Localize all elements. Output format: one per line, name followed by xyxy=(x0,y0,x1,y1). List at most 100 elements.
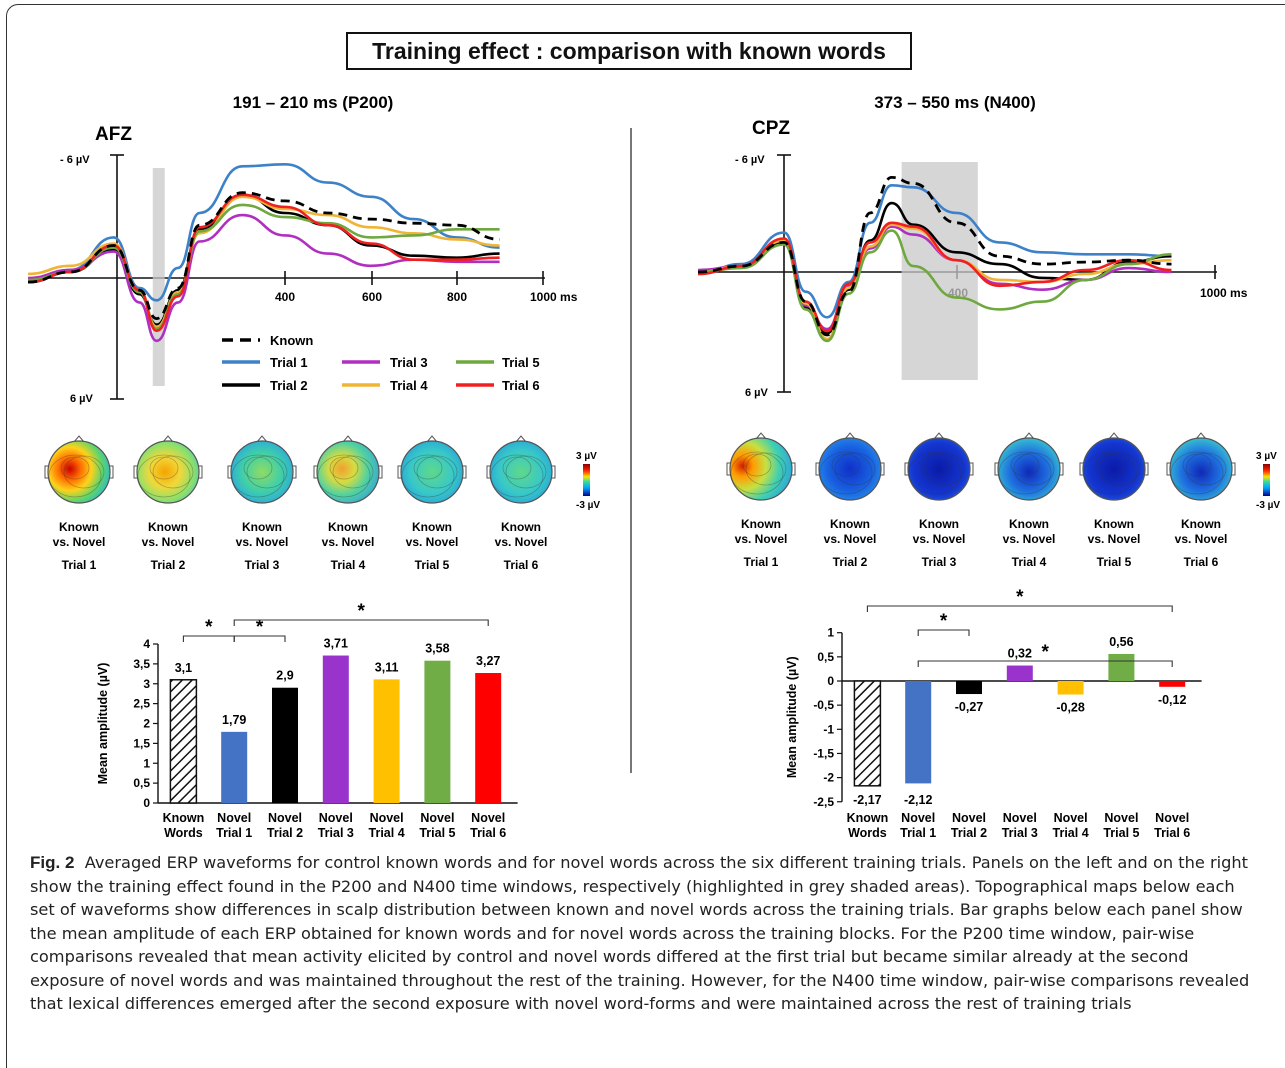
erp-line-trial-1 xyxy=(697,184,1172,319)
bar-category-label: Novel xyxy=(1104,811,1138,825)
topomap-label-line1: Known xyxy=(242,520,282,534)
topomap-label-line2: vs. Novel xyxy=(913,532,966,546)
topomap-1 xyxy=(44,435,114,504)
bar-y-tick-label: 3,5 xyxy=(133,657,150,671)
bar-novel-trial-3 xyxy=(1006,665,1033,681)
significance-star: * xyxy=(940,611,948,632)
right-x-tick-1000: 1000 ms xyxy=(1200,286,1248,300)
bar-category-label: Novel xyxy=(952,811,986,825)
bar-novel-trial-1 xyxy=(905,681,932,784)
bar-category-label: Trial 2 xyxy=(267,826,303,840)
topomap-trial-label: Trial 3 xyxy=(922,555,957,569)
topomap-label-line1: Known xyxy=(1181,517,1221,531)
bar-category-label: Words xyxy=(848,826,887,840)
bar-category-label: Trial 4 xyxy=(1053,826,1089,840)
bar-category-label: Novel xyxy=(1003,811,1037,825)
left-window-label: 191 – 210 ms (P200) xyxy=(233,93,394,112)
bar-value-label: 3,1 xyxy=(175,661,192,675)
topomap-5 xyxy=(1079,432,1149,501)
topomap-2 xyxy=(815,432,885,501)
topomap-2 xyxy=(133,435,203,504)
bar-value-label: 3,58 xyxy=(425,642,449,656)
erp-line-known xyxy=(697,176,1172,337)
significance-star: * xyxy=(205,617,213,638)
bar-y-tick-label: 0,5 xyxy=(817,650,834,664)
legend-trial3-label: Trial 3 xyxy=(390,355,428,370)
erp-line-known xyxy=(27,191,500,320)
bar-category-label: Novel xyxy=(1155,811,1189,825)
bar-y-tick-label: 0 xyxy=(143,796,150,810)
bar-category-label: Trial 4 xyxy=(369,826,405,840)
left-x-tick-1000: 1000 ms xyxy=(530,290,578,304)
caption-text: Averaged ERP waveforms for control known… xyxy=(30,853,1250,1013)
left-bar-chart: 0 0,5 1 1,5 2 2,5 3 3,5 4 Mean amplitude (µV) 3,1 K… xyxy=(96,601,518,840)
topomap-4 xyxy=(994,432,1064,501)
topomap-label-line1: Known xyxy=(919,517,959,531)
legend-known-label: Known xyxy=(270,333,313,348)
bar-novel-trial-4 xyxy=(373,679,400,803)
topomap-trial-label: Trial 4 xyxy=(1012,555,1047,569)
bar-value-label: 3,71 xyxy=(324,637,348,651)
topomap-label-line2: vs. Novel xyxy=(1003,532,1056,546)
bar-y-tick-label: 2 xyxy=(143,717,150,731)
bar-novel-trial-6 xyxy=(1159,681,1186,687)
topomap-trial-label: Trial 1 xyxy=(62,558,97,572)
bar-y-tick-label: 1 xyxy=(827,626,834,640)
figure-canvas: 191 – 210 ms (P200) AFZ - 6 µV 6 µV 400 … xyxy=(27,93,1280,840)
topomap-6 xyxy=(1166,432,1236,501)
legend-trial1-label: Trial 1 xyxy=(270,355,308,370)
bar-novel-trial-6 xyxy=(475,673,502,803)
topomap-label-line1: Known xyxy=(1094,517,1134,531)
topomap-label-line1: Known xyxy=(412,520,452,534)
bar-known-words xyxy=(169,679,198,804)
bar-novel-trial-3 xyxy=(322,655,349,803)
topomap-label-line2: vs. Novel xyxy=(53,535,106,549)
bar-category-label: Novel xyxy=(268,811,302,825)
topomap-trial-label: Trial 6 xyxy=(504,558,539,572)
legend-trial2-label: Trial 2 xyxy=(270,378,308,393)
bar-category-label: Novel xyxy=(370,811,404,825)
left-x-tick-800: 800 xyxy=(447,290,467,304)
topomap-label-line1: Known xyxy=(328,520,368,534)
bar-category-label: Trial 6 xyxy=(1154,826,1190,840)
left-erp-axes xyxy=(28,154,545,400)
topomap-label-line2: vs. Novel xyxy=(322,535,375,549)
bar-category-label: Trial 1 xyxy=(216,826,252,840)
topomap-trial-label: Trial 6 xyxy=(1184,555,1219,569)
bar-category-label: Novel xyxy=(319,811,353,825)
topomap-label-line1: Known xyxy=(59,520,99,534)
bar-y-tick-label: 3 xyxy=(143,677,150,691)
bar-y-tick-label: 2,5 xyxy=(133,697,150,711)
topomap-3 xyxy=(227,435,297,504)
topomap-trial-label: Trial 5 xyxy=(415,558,450,572)
left-y-top-label: - 6 µV xyxy=(60,154,90,166)
left-color-scale: 3 µV -3 µV xyxy=(576,451,600,511)
right-electrode-label: CPZ xyxy=(752,118,790,139)
topomap-label-line2: vs. Novel xyxy=(1175,532,1228,546)
erp-line-trial-5 xyxy=(27,203,500,331)
bar-category-label: Novel xyxy=(420,811,454,825)
bar-value-label: -2,12 xyxy=(904,793,933,807)
topomap-trial-label: Trial 2 xyxy=(151,558,186,572)
right-bar-chart: -2,5 -2 -1,5 -1 -0,5 0 0,5 1 Mean amplitude (µV)… xyxy=(785,587,1202,840)
bar-category-label: Trial 5 xyxy=(419,826,455,840)
figure-title: Training effect : comparison with known … xyxy=(346,32,912,70)
erp-legend: Known Trial 1 Trial 2 Trial 3 Trial 4 Tr… xyxy=(222,333,540,393)
topomap-1 xyxy=(726,432,796,501)
bar-y-tick-label: -2,5 xyxy=(813,795,834,809)
right-erp-plot xyxy=(697,162,1172,380)
topomap-3 xyxy=(904,432,974,501)
bar-category-label: Trial 5 xyxy=(1103,826,1139,840)
erp-line-trial-4 xyxy=(27,195,500,328)
left-scale-max: 3 µV xyxy=(576,451,597,462)
left-x-tick-600: 600 xyxy=(362,290,382,304)
bar-value-label: -0,27 xyxy=(955,700,984,714)
bar-novel-trial-4 xyxy=(1057,681,1084,695)
significance-bracket xyxy=(917,629,970,636)
topomap-label-line1: Known xyxy=(501,520,541,534)
topomap-label-line2: vs. Novel xyxy=(1088,532,1141,546)
right-window-label: 373 – 550 ms (N400) xyxy=(874,93,1036,112)
bar-y-tick-label: 0,5 xyxy=(133,776,150,790)
